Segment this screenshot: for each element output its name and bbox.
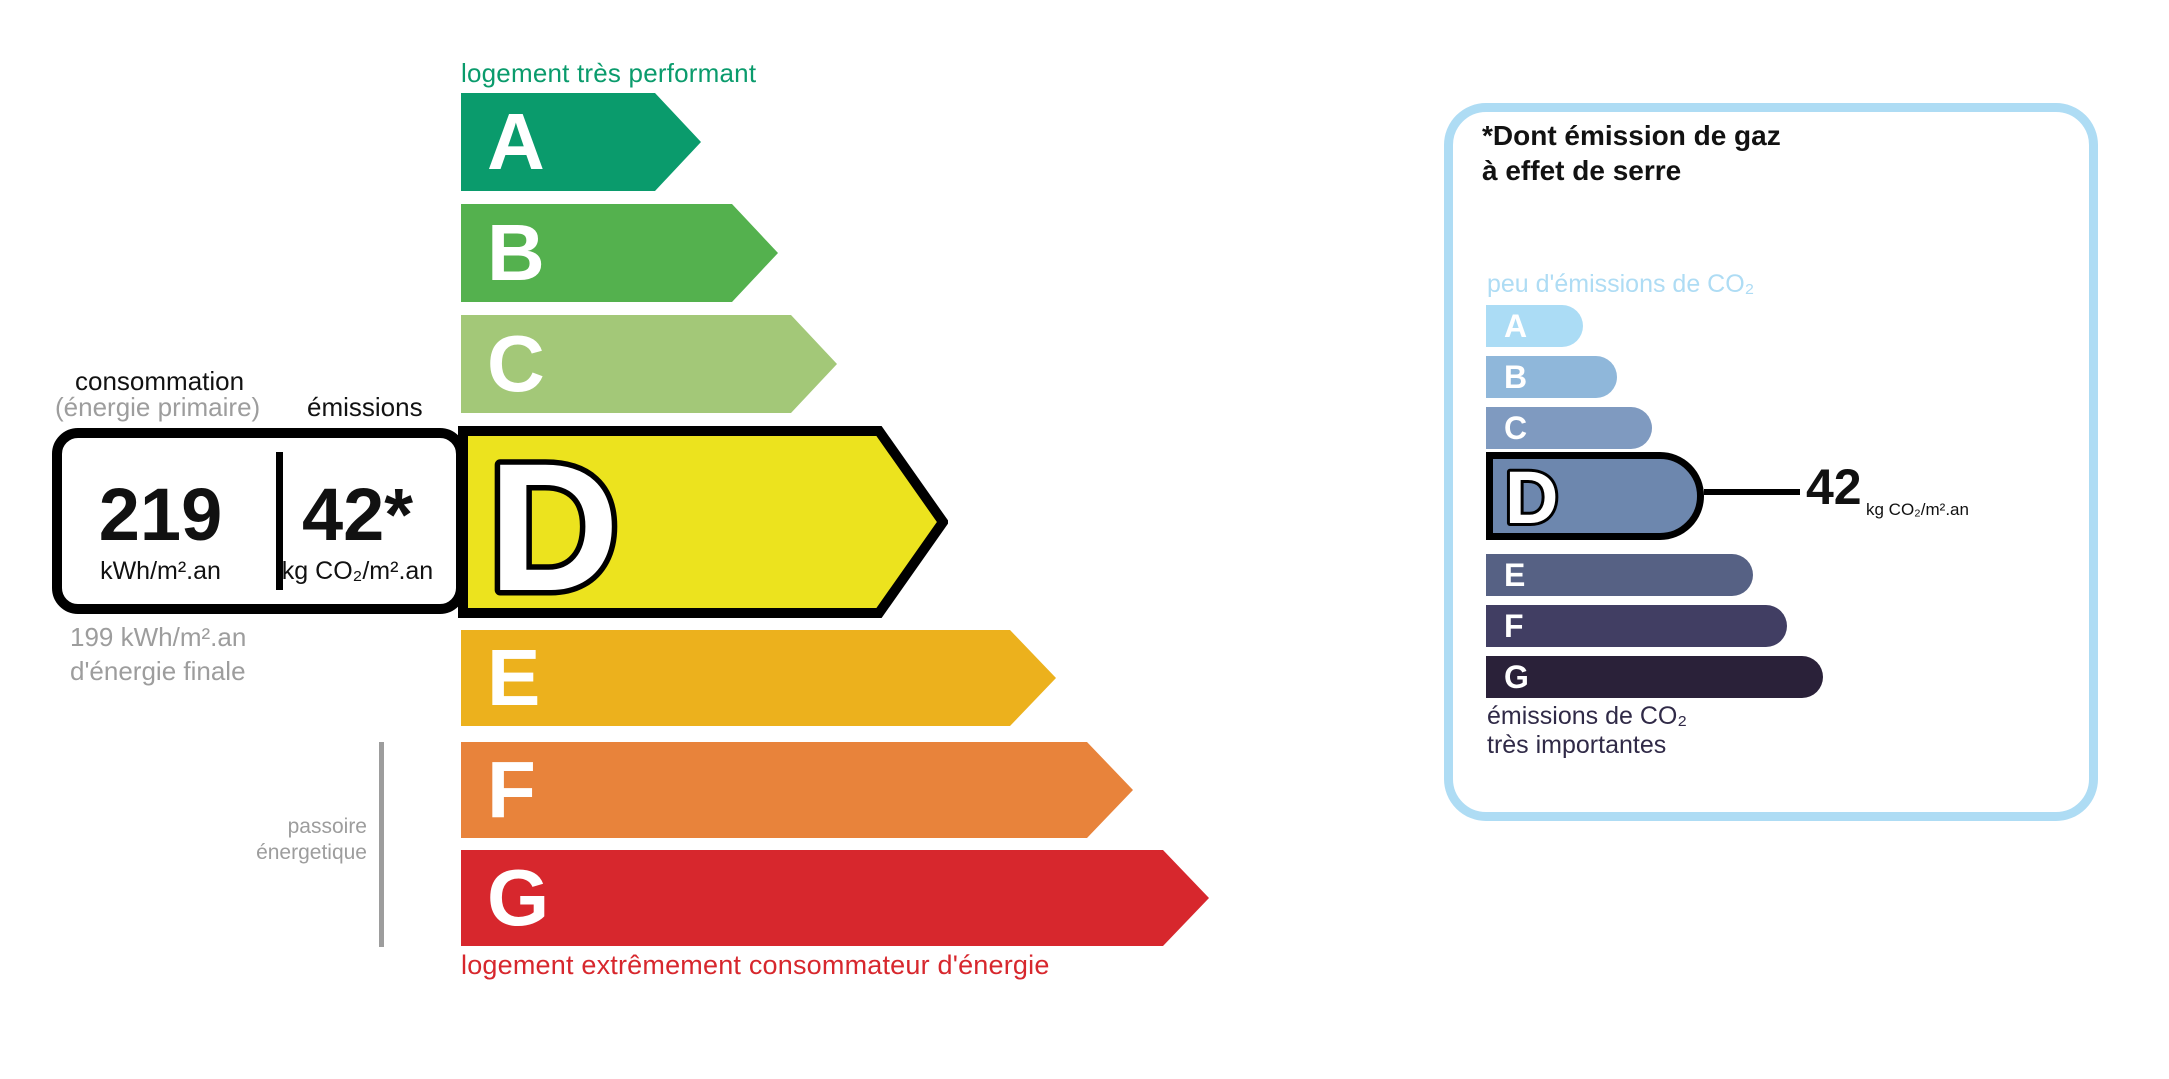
value-box-divider xyxy=(276,452,283,590)
energy-class-bar-a: A xyxy=(461,93,701,191)
class-arrow xyxy=(461,630,1056,726)
selected-class-arrow: D xyxy=(458,420,950,635)
co2-class-letter: A xyxy=(1504,308,1528,344)
energy-class-bar-d: D xyxy=(458,420,950,635)
class-letter: G xyxy=(487,853,550,942)
class-letter: F xyxy=(487,745,536,834)
co2-class-letter: C xyxy=(1504,410,1528,446)
consumption-value: 219 xyxy=(98,473,223,556)
rating-value-box: 219 kWh/m².an 42* kg CO₂/m².an xyxy=(52,428,466,614)
co2-class-letter: G xyxy=(1504,659,1529,695)
passoire-line2: énergetique xyxy=(256,841,367,864)
top-performance-label: logement très performant xyxy=(461,58,757,88)
co2-class-bar-d: D xyxy=(1486,452,1704,540)
co2-class-letter: E xyxy=(1504,557,1526,593)
selected-class-letter: D xyxy=(488,426,619,618)
low-emissions-label: peu d'émissions de CO₂ xyxy=(1487,270,1755,298)
energy-class-bar-f: F xyxy=(461,742,1133,838)
co2-class-bar-e: E xyxy=(1486,554,1753,596)
passoire-energetique-label: passoire énergetique xyxy=(150,814,367,866)
class-arrow xyxy=(461,315,837,413)
class-arrow xyxy=(461,204,778,302)
emissions-header: émissions xyxy=(307,392,423,422)
passoire-bracket-line xyxy=(379,742,384,947)
energy-class-bar-c: C xyxy=(461,315,837,413)
co2-title-line1: *Dont émission de gaz xyxy=(1482,120,1781,151)
co2-class-bar-b: B xyxy=(1486,356,1617,398)
bottom-consumption-label: logement extrêmement consommateur d'éner… xyxy=(461,950,1050,980)
consumption-subheader: (énergie primaire) xyxy=(55,392,261,422)
class-letter: A xyxy=(487,97,545,186)
passoire-line1: passoire xyxy=(287,815,367,838)
energy-class-bar-e: E xyxy=(461,630,1056,726)
class-arrow xyxy=(461,850,1209,946)
selected-co2-class-letter: D xyxy=(1505,459,1558,533)
high-emissions-line2: très importantes xyxy=(1487,731,1667,759)
class-letter: E xyxy=(487,633,541,722)
co2-class-bar-c: C xyxy=(1486,407,1652,449)
final-energy-note: 199 kWh/m².an d'énergie finale xyxy=(70,620,246,688)
class-letter: B xyxy=(487,208,545,297)
high-emissions-line1: émissions de CO₂ xyxy=(1487,702,1688,730)
energy-class-bar-b: B xyxy=(461,204,778,302)
co2-title-line2: à effet de serre xyxy=(1482,155,1682,186)
energy-class-bar-g: G xyxy=(461,850,1209,946)
co2-class-bar-f: F xyxy=(1486,605,1787,647)
class-arrow xyxy=(461,93,701,191)
co2-class-letter: F xyxy=(1504,608,1524,644)
consumption-header: consommation xyxy=(75,366,245,396)
class-arrow xyxy=(461,742,1133,838)
final-energy-line1: 199 kWh/m².an xyxy=(70,622,247,652)
consumption-unit: kWh/m².an xyxy=(100,557,221,585)
co2-value-connector-line xyxy=(1704,489,1800,495)
co2-class-bar-a: A xyxy=(1486,305,1583,347)
final-energy-line2: d'énergie finale xyxy=(70,656,246,686)
co2-class-bar-g: G xyxy=(1486,656,1823,698)
class-letter: C xyxy=(487,319,545,408)
emissions-unit: kg CO₂/m².an xyxy=(281,557,434,585)
emissions-cell: 42* kg CO₂/m².an xyxy=(259,438,456,604)
emissions-value: 42* xyxy=(301,473,414,556)
co2-value: 42 xyxy=(1806,459,1862,515)
high-emissions-label: émissions de CO₂ très importantes xyxy=(1487,702,1687,760)
consumption-cell: 219 kWh/m².an xyxy=(62,438,259,604)
co2-panel-title: *Dont émission de gaz à effet de serre xyxy=(1482,118,1781,188)
selected-co2-class: D xyxy=(1502,459,1561,533)
co2-value-unit: kg CO₂/m².an xyxy=(1866,500,1969,519)
co2-class-letter: B xyxy=(1504,359,1528,395)
